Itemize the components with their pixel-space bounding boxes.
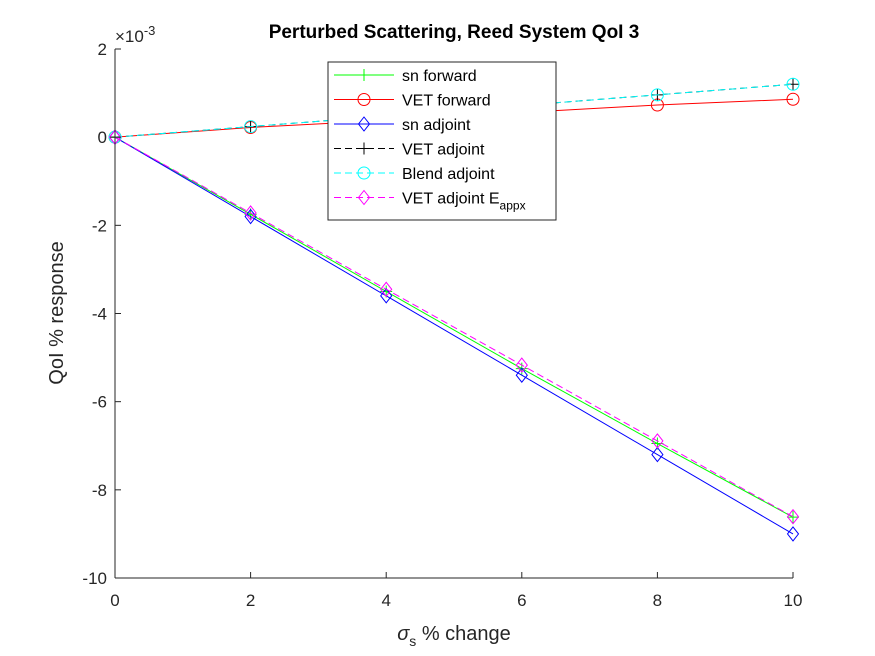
- series-0-point-5: [787, 511, 799, 524]
- y-exponent: ×10-3: [115, 23, 155, 46]
- legend-label-2: sn adjoint: [402, 117, 471, 134]
- series-2-point-1: [244, 208, 257, 225]
- legend-marker-1: [357, 93, 371, 106]
- legend-item-4: Blend adjoint: [334, 166, 495, 183]
- x-tick-label-5: 10: [784, 591, 803, 610]
- x-axis-label: σs % change: [397, 623, 511, 649]
- x-tick-label-3: 6: [517, 591, 526, 610]
- legend-label-sub-5: appx: [500, 199, 526, 213]
- y-tick-label-4: -2: [92, 216, 107, 235]
- legend-item-0: sn forward: [334, 68, 477, 85]
- x-axis-label-rest: % change: [416, 623, 511, 645]
- chart-title: Perturbed Scattering, Reed System QoI 3: [269, 22, 640, 43]
- series-4-point-4: [650, 88, 664, 102]
- series-line-4: [114, 83, 794, 138]
- series-line-5: [114, 136, 794, 518]
- legend-item-1: VET forward: [334, 93, 491, 110]
- x-tick-label-1: 2: [246, 591, 255, 610]
- y-exponent-base: ×10: [115, 27, 144, 46]
- x-axis-label-subscript: s: [409, 633, 416, 649]
- legend-item-3: VET adjoint: [334, 142, 485, 159]
- y-tick-label-2: -6: [92, 393, 107, 412]
- series-2-point-2: [380, 288, 393, 304]
- series-line-0: [114, 136, 794, 518]
- y-exponent-power: -3: [144, 23, 156, 38]
- legend-marker-0: [358, 69, 370, 81]
- x-tick-label-0: 0: [110, 591, 119, 610]
- y-tick-label-1: -8: [92, 481, 107, 500]
- ticks-layer: 0 2 4 6 8 10 -10 -8 -6 -4 -2 0 2: [82, 40, 802, 610]
- legend-item-5: VET adjoint Eappx: [334, 189, 526, 213]
- y-tick-label-5: 0: [98, 128, 107, 147]
- series-2-point-3: [515, 367, 528, 384]
- legend-label-3: VET adjoint: [402, 142, 485, 159]
- series-4-point-5: [786, 77, 800, 91]
- series-5-point-5: [786, 508, 800, 525]
- series-5-point-4: [651, 433, 664, 449]
- x-axis-label-symbol: σ: [397, 623, 410, 645]
- y-tick-label-0: -10: [82, 569, 107, 588]
- series-5: [108, 129, 800, 525]
- series-5-point-3: [515, 357, 528, 373]
- series-2-point-5: [786, 526, 800, 542]
- y-tick-label-6: 2: [98, 40, 107, 59]
- legend-item-2: sn adjoint: [334, 116, 471, 134]
- series-line-2: [114, 136, 794, 535]
- legend-marker-2: [357, 116, 371, 132]
- legend-label-5: VET adjoint Eappx: [402, 191, 526, 213]
- series-1-point-5: [786, 92, 800, 106]
- legend-marker-3: [358, 142, 370, 155]
- legend-marker-5: [357, 189, 371, 206]
- series-5-point-1: [244, 205, 257, 221]
- series-5-point-2: [380, 281, 393, 298]
- legend-marker-4: [357, 166, 371, 180]
- legend-label-0: sn forward: [402, 68, 477, 85]
- legend-label-4: Blend adjoint: [402, 166, 495, 183]
- x-tick-label-4: 8: [653, 591, 662, 610]
- legend: sn forward VET forward sn adjoint VET adjoi…: [327, 61, 557, 221]
- series-4-point-1: [244, 120, 258, 134]
- x-tick-label-2: 4: [381, 591, 390, 610]
- series-2-point-4: [651, 446, 664, 463]
- y-tick-label-3: -4: [92, 305, 107, 324]
- legend-label-1: VET forward: [402, 93, 491, 110]
- y-axis-label: QoI % response: [46, 241, 68, 384]
